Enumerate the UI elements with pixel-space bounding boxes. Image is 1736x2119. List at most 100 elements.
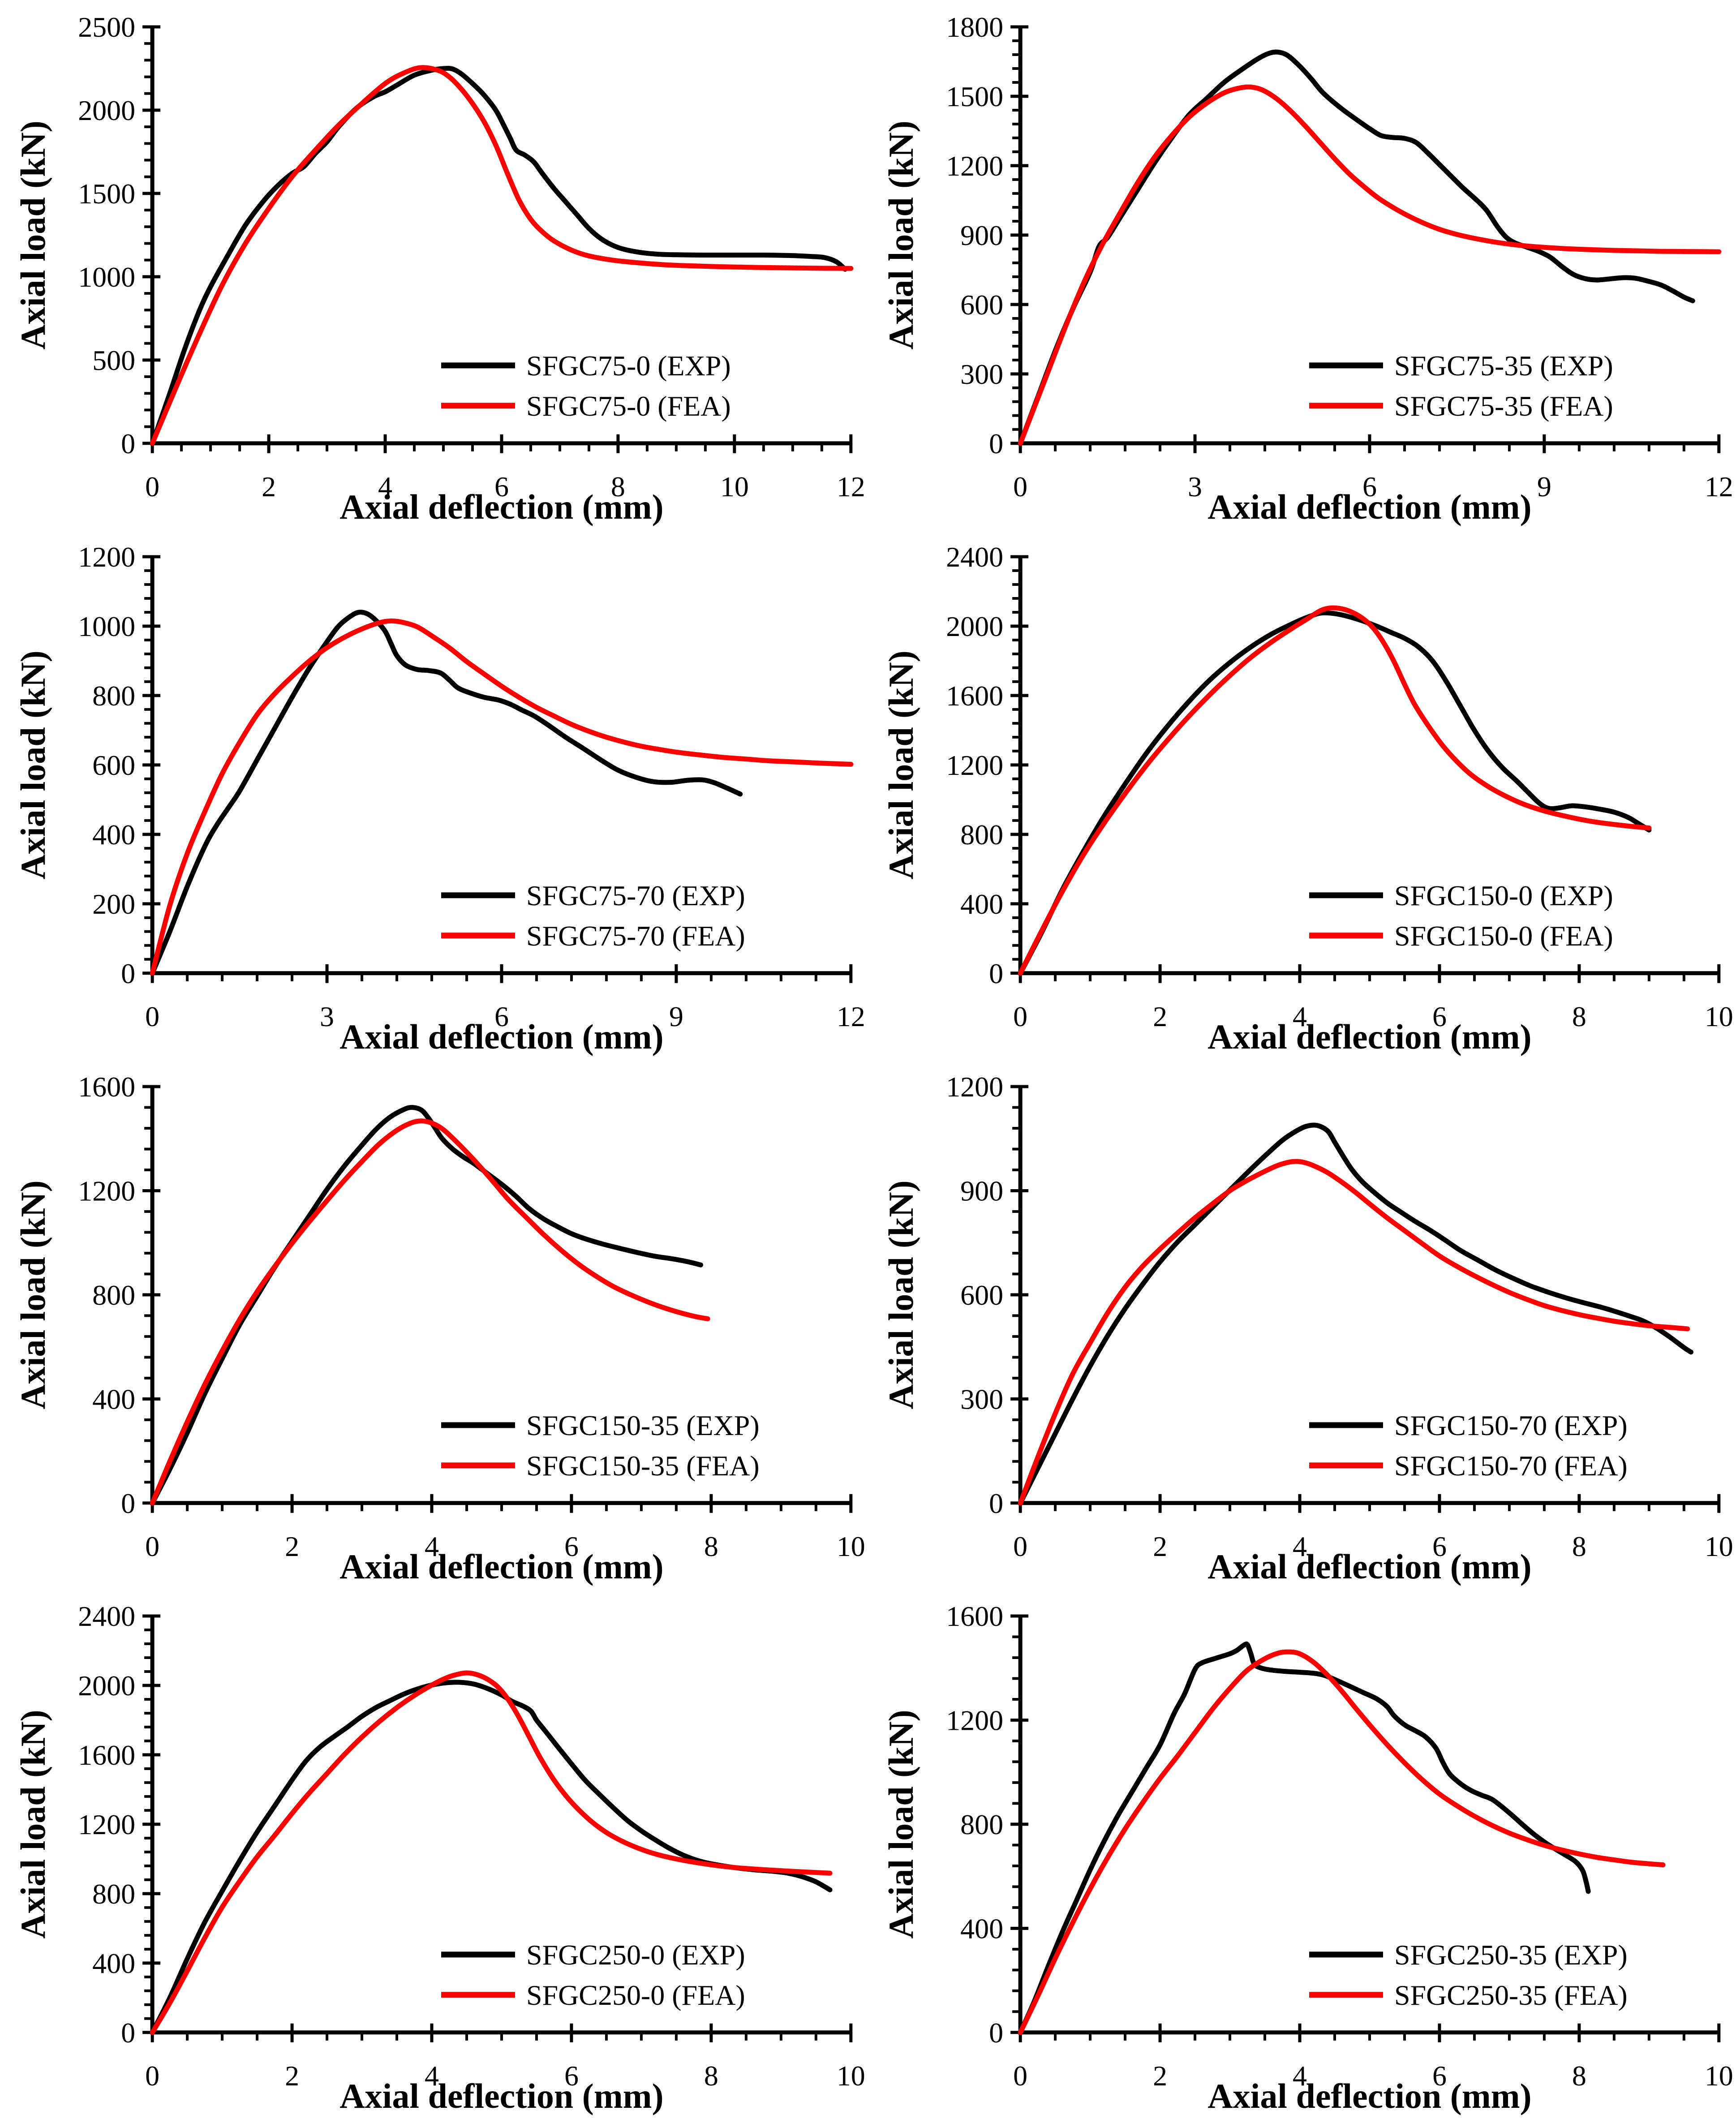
x-tick-label: 6 [1432,1530,1447,1562]
x-tick-label: 6 [1432,1001,1447,1032]
legend-label-exp: SFGC150-0 (EXP) [1394,880,1613,911]
y-tick-label: 900 [960,219,1003,251]
x-tick-label: 9 [669,1001,683,1032]
x-tick-label: 8 [611,471,625,503]
y-tick-label: 1600 [946,680,1003,712]
y-ticks [1010,25,1029,445]
curve-exp [150,65,848,446]
x-ticks [1018,964,1721,983]
curve-fea [150,1118,710,1505]
y-axis-title: Axial load (kN) [14,650,52,879]
chart-cell-SFGC250-0: 0 2 4 6 8 10 0 400 800 1200 1600 2000 2400 Axial defl… [0,1589,868,2119]
x-axis-title: Axial deflection (mm) [339,1547,663,1586]
x-tick-label: 6 [564,2060,579,2092]
chart-SFGC75-35: 0 3 6 9 12 0 300 600 900 1200 1500 1800 Axial deflec… [882,11,1733,526]
x-ticks [1018,434,1721,453]
y-axis-title: Axial load (kN) [14,120,52,349]
y-tick-label: 400 [92,1947,135,1979]
curve-exp [150,609,743,976]
x-tick-label: 10 [837,1530,865,1562]
x-tick-label: 2 [1153,1530,1167,1562]
y-tick-label: 800 [960,1809,1003,1840]
x-tick-label: 6 [1432,2060,1447,2092]
y-tick-label: 1200 [78,1175,135,1207]
legend-label-fea: SFGC75-70 (FEA) [526,920,745,952]
x-tick-label: 10 [1705,1001,1733,1032]
x-tick-label: 2 [1153,2060,1167,2092]
y-ticks [142,1084,161,1504]
y-tick-label: 1200 [946,1070,1003,1102]
chart-cell-SFGC150-0: 0 2 4 6 8 10 0 400 800 1200 1600 2000 2400 Axial defl… [868,530,1736,1060]
y-tick-label: 0 [989,958,1003,989]
legend-label-fea: SFGC150-0 (FEA) [1394,920,1613,952]
x-axis-title: Axial deflection (mm) [339,1018,663,1056]
curve-exp [150,1105,703,1505]
y-tick-label: 600 [960,1279,1003,1311]
legend: SFGC150-0 (EXP) SFGC150-0 (FEA) [1309,880,1613,952]
x-axis-title: Axial deflection (mm) [339,2077,663,2115]
x-tick-label: 9 [1537,471,1551,503]
y-tick-label: 0 [121,2017,135,2049]
x-ticks [150,964,853,983]
x-tick-label: 4 [1293,2060,1307,2092]
x-axis-title: Axial deflection (mm) [1207,2077,1531,2115]
y-tick-label: 1000 [78,610,135,642]
x-tick-label: 2 [285,1530,299,1562]
curve-exp [1018,49,1695,446]
legend: SFGC150-35 (EXP) SFGC150-35 (FEA) [441,1409,760,1481]
chart-SFGC150-35: 0 2 4 6 8 10 0 400 800 1200 1600 Axial deflection (… [14,1070,865,1586]
legend-label-exp: SFGC75-0 (EXP) [526,350,731,382]
legend-label-fea: SFGC75-0 (FEA) [526,390,731,422]
chart-cell-SFGC250-35: 0 2 4 6 8 10 0 400 800 1200 1600 Axial deflection (… [868,1589,1736,2119]
y-tick-label: 0 [989,2017,1003,2049]
y-tick-label: 0 [121,1487,135,1519]
chart-cell-SFGC150-35: 0 2 4 6 8 10 0 400 800 1200 1600 Axial deflection (… [0,1060,868,1590]
chart-SFGC250-35: 0 2 4 6 8 10 0 400 800 1200 1600 Axial deflection (… [882,1600,1733,2115]
curve-fea [150,65,854,446]
y-tick-label: 2500 [78,11,135,43]
y-tick-label: 0 [989,428,1003,460]
x-tick-label: 4 [1293,1530,1307,1562]
y-tick-label: 1600 [78,1739,135,1771]
y-tick-label: 400 [960,888,1003,920]
y-tick-label: 1500 [78,178,135,210]
curve-fea [1018,1649,1666,2035]
x-tick-label: 6 [494,1001,509,1032]
x-tick-label: 0 [1013,1530,1027,1562]
x-tick-label: 12 [1705,471,1733,503]
y-tick-label: 1800 [946,11,1003,43]
y-tick-label: 0 [121,958,135,989]
y-tick-label: 900 [960,1175,1003,1207]
y-tick-label: 200 [92,888,135,920]
x-ticks [150,434,853,453]
x-tick-label: 0 [145,2060,159,2092]
legend-label-fea: SFGC75-35 (FEA) [1394,390,1613,422]
y-tick-label: 2000 [946,610,1003,642]
legend-label-exp: SFGC250-35 (EXP) [1394,1939,1628,1971]
x-tick-label: 0 [145,1001,159,1032]
x-ticks [150,1494,853,1513]
y-tick-label: 800 [92,680,135,712]
x-tick-label: 0 [145,1530,159,1562]
y-tick-label: 800 [92,1279,135,1311]
curve-fea [1018,1158,1690,1505]
y-tick-label: 0 [989,1487,1003,1519]
x-tick-label: 10 [1705,1530,1733,1562]
x-tick-label: 8 [704,1530,718,1562]
chart-cell-SFGC150-70: 0 2 4 6 8 10 0 300 600 900 1200 Axial deflection (m… [868,1060,1736,1590]
x-tick-label: 0 [1013,471,1027,503]
x-tick-label: 3 [1188,471,1202,503]
y-ticks [1010,1084,1029,1504]
x-ticks [1018,1494,1721,1513]
y-axis-title: Axial load (kN) [882,1180,920,1409]
x-tick-label: 0 [1013,2060,1027,2092]
y-tick-label: 2400 [78,1600,135,1632]
x-tick-label: 4 [425,2060,439,2092]
legend-label-exp: SFGC150-70 (EXP) [1394,1409,1628,1441]
chart-cell-SFGC75-0: 0 2 4 6 8 10 12 0 500 1000 1500 2000 2500 Axial defle… [0,0,868,530]
legend: SFGC75-0 (EXP) SFGC75-0 (FEA) [441,350,731,422]
x-tick-label: 6 [494,471,509,503]
x-tick-label: 4 [1293,1001,1307,1032]
x-tick-label: 6 [564,1530,579,1562]
curve-exp [1018,610,1652,976]
